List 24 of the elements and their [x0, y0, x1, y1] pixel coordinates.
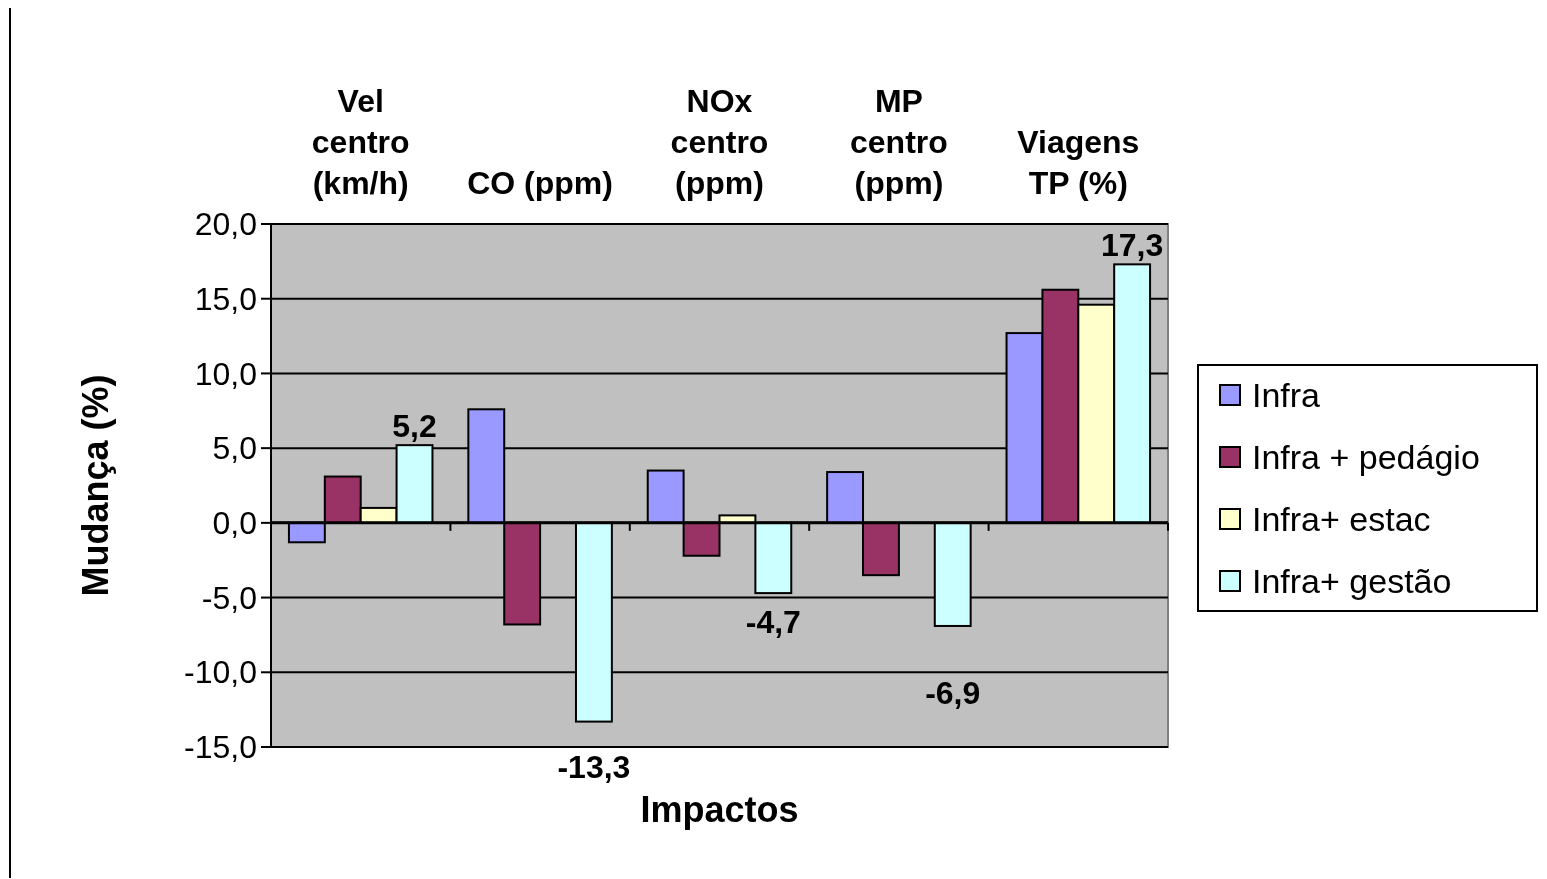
y-tick-label: 20,0 [194, 206, 257, 243]
data-label: 17,3 [1100, 227, 1164, 264]
y-tick-label: 0,0 [212, 505, 257, 542]
y-tick-label: -5,0 [201, 579, 257, 616]
y-axis-title: Mudança (%) [75, 374, 116, 597]
x-axis-title: Impactos [640, 789, 799, 830]
x-tick-label: MP centro (ppm) [850, 83, 948, 201]
x-tick-label: Viagens TP (%) [1017, 124, 1140, 201]
legend-label: Infra [1252, 375, 1321, 414]
y-tick-label: -10,0 [184, 654, 257, 691]
data-label: -6,9 [925, 674, 981, 711]
y-tick-label: 15,0 [194, 280, 257, 317]
legend-label: Infra+ estac [1252, 499, 1431, 538]
legend-label: Infra+ gestão [1252, 561, 1452, 600]
data-label: -4,7 [745, 604, 801, 641]
y-tick-label: -15,0 [184, 729, 257, 766]
legend-label: Infra + pedágio [1252, 437, 1480, 476]
x-tick-label: Vel centro (km/h) [311, 83, 410, 201]
x-tick-label: CO (ppm) [467, 165, 613, 201]
y-tick-label: 5,0 [212, 430, 257, 467]
y-tick-label: 10,0 [194, 355, 257, 392]
data-label: 5,2 [392, 408, 437, 445]
x-tick-label: NOx centro (ppm) [670, 83, 769, 201]
data-label: -13,3 [557, 748, 631, 785]
